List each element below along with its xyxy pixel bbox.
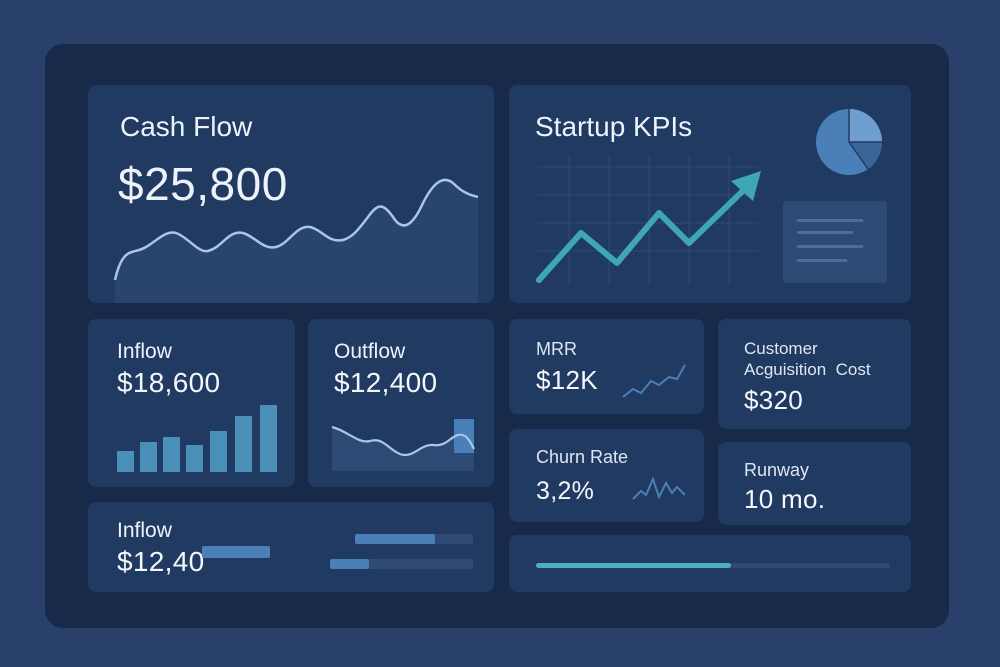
document-icon — [783, 201, 887, 283]
mrr-card[interactable]: MRR $12K — [509, 319, 704, 414]
cash-flow-title: Cash Flow — [120, 111, 253, 142]
cash-flow-amount: $25,800 — [118, 158, 288, 210]
inflow-summary-card[interactable]: Inflow $12,40 — [88, 502, 494, 592]
runway-label: Runway — [744, 460, 810, 480]
runway-value: 10 mo. — [744, 484, 826, 514]
inflow-summary-bar — [202, 546, 270, 558]
inflow-track-top — [355, 534, 473, 544]
cac-label-line2: Acguisition Cost — [744, 360, 871, 379]
runway-card[interactable]: Runway 10 mo. — [718, 442, 911, 525]
inflow-track-bottom — [330, 559, 473, 569]
outflow-label: Outflow — [334, 340, 406, 363]
progress-fill — [536, 563, 731, 568]
inflow-bar-chart — [117, 405, 277, 472]
inflow-summary-amount: $12,40 — [117, 546, 205, 577]
inflow-card[interactable]: Inflow $18,600 — [88, 319, 295, 487]
cash-flow-card[interactable]: Cash Flow $25,800 — [88, 85, 494, 303]
mrr-sparkline — [622, 364, 686, 398]
inflow-label: Inflow — [117, 340, 172, 363]
progress-card[interactable] — [509, 535, 911, 592]
outflow-card[interactable]: Outflow $12,400 — [308, 319, 494, 487]
churn-rate-value: 3,2% — [536, 477, 595, 505]
inflow-summary-label: Inflow — [117, 519, 172, 542]
churn-rate-label: Churn Rate — [536, 447, 629, 467]
kpi-trend-chart — [536, 109, 882, 285]
cash-flow-line-chart — [113, 178, 479, 303]
churn-sparkline — [632, 476, 686, 500]
mrr-label: MRR — [536, 339, 577, 359]
cac-label-line1: Customer — [744, 339, 818, 358]
churn-rate-card[interactable]: Churn Rate 3,2% — [509, 429, 704, 522]
startup-kpis-card[interactable]: Startup KPIs — [509, 85, 911, 303]
cac-amount: $320 — [744, 385, 804, 415]
progress-track — [536, 563, 890, 568]
mrr-amount: $12K — [536, 365, 598, 395]
outflow-line-chart — [331, 419, 475, 471]
startup-kpis-title: Startup KPIs — [535, 111, 693, 142]
cac-card[interactable]: Customer Acguisition Cost $320 — [718, 319, 911, 429]
outflow-amount: $12,400 — [334, 367, 438, 398]
inflow-amount: $18,600 — [117, 367, 221, 398]
